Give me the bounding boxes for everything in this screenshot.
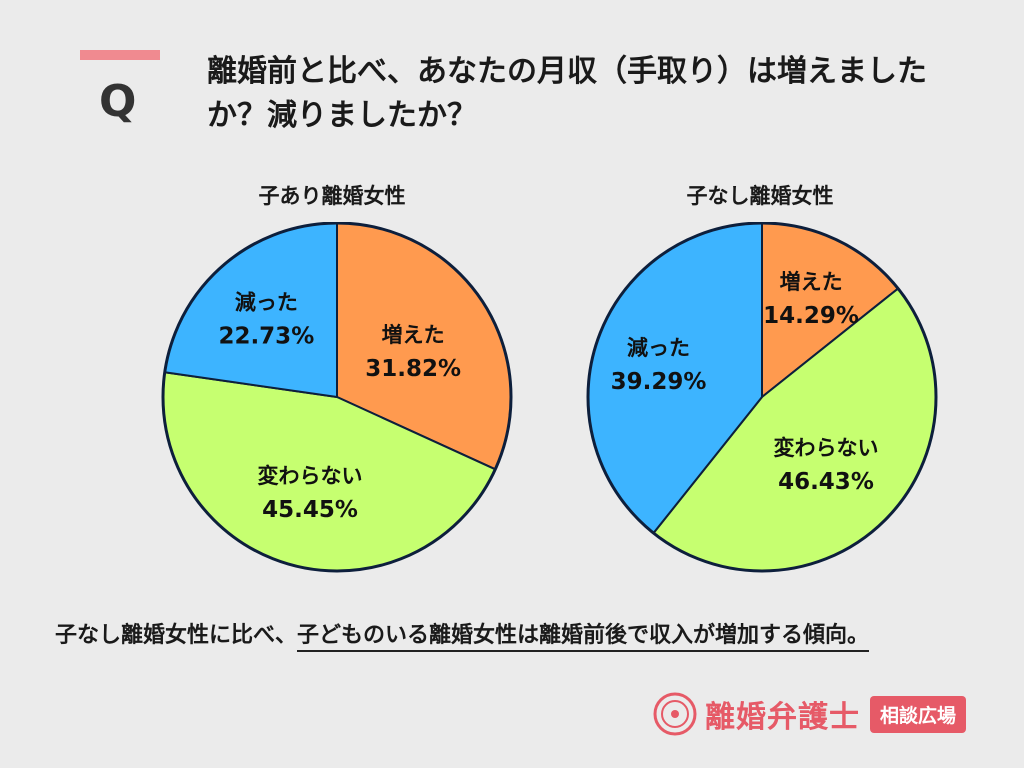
pie-value-decreased: 22.73% — [218, 323, 314, 349]
pie-outline — [586, 222, 938, 573]
question-text: 離婚前と比べ、あなたの月収（手取り）は増えましたか？減りましたか？ — [207, 54, 927, 133]
pie-label-unchanged: 変わらない — [258, 464, 363, 488]
question-accent-bar — [80, 50, 160, 60]
pie-label-decreased: 減った — [627, 336, 690, 360]
brand-name: 離婚弁護士 — [705, 700, 860, 735]
conclusion-prefix: 子なし離婚女性に比べ、 — [55, 623, 298, 648]
pie-value-increased: 31.82% — [365, 356, 461, 382]
chart-title-without-children: 子なし離婚女性 — [686, 184, 834, 208]
pie-outline — [161, 222, 513, 573]
brand-badge: 相談広場 — [870, 695, 967, 733]
conclusion-text: 子なし離婚女性に比べ、子どものいる離婚女性は離婚前後で収入が増加する傾向。 — [55, 617, 870, 652]
chart-title-with-children: 子あり離婚女性 — [258, 184, 406, 208]
pie-label-decreased: 減った — [235, 290, 298, 314]
pie-value-increased: 14.29% — [763, 303, 859, 329]
brand-logo: 離婚弁護士 相談広場 — [653, 692, 967, 736]
brand-seal-icon — [653, 692, 697, 736]
pie-value-decreased: 39.29% — [611, 369, 707, 395]
pie-label-increased: 増えた — [780, 270, 843, 294]
pie-value-unchanged: 45.45% — [262, 497, 358, 523]
question-mark: Q — [99, 76, 137, 127]
pie-chart-without-children: 増えた 14.29% 変わらない 46.43% 減った 39.29% — [586, 222, 938, 573]
pie-label-unchanged: 変わらない — [773, 436, 878, 460]
pie-chart-with-children: 増えた 31.82% 変わらない 45.45% 減った 22.73% — [161, 222, 513, 573]
conclusion-emphasis: 子どものいる離婚女性は離婚前後で収入が増加する傾向。 — [297, 623, 870, 652]
pie-value-unchanged: 46.43% — [778, 469, 874, 495]
pie-label-increased: 増えた — [382, 323, 445, 347]
